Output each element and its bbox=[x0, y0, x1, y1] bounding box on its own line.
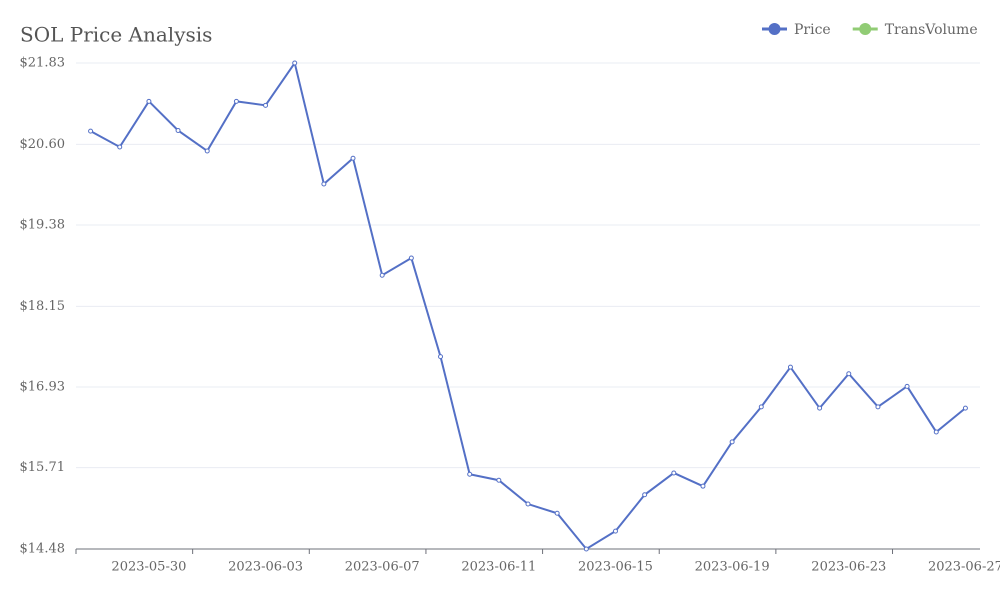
y-tick-label: $19.38 bbox=[20, 218, 66, 233]
data-point bbox=[321, 181, 327, 187]
data-point bbox=[204, 148, 210, 154]
x-tick-label: 2023-06-07 bbox=[345, 560, 420, 575]
y-tick-label: $18.15 bbox=[20, 299, 66, 314]
data-point bbox=[962, 405, 968, 411]
legend-label: TransVolume bbox=[885, 22, 978, 38]
data-point bbox=[379, 272, 385, 278]
data-point bbox=[525, 501, 531, 507]
y-tick-label: $16.93 bbox=[20, 380, 66, 395]
data-point bbox=[292, 60, 298, 66]
data-point bbox=[263, 102, 269, 108]
data-point bbox=[583, 546, 589, 552]
data-point bbox=[467, 471, 473, 477]
legend-item[interactable]: TransVolume bbox=[852, 22, 978, 38]
data-point bbox=[875, 404, 881, 410]
x-tick-label: 2023-06-11 bbox=[461, 560, 536, 575]
data-point bbox=[175, 127, 181, 133]
data-point bbox=[787, 364, 793, 370]
data-point bbox=[408, 255, 414, 261]
data-point bbox=[817, 405, 823, 411]
data-point bbox=[904, 383, 910, 389]
data-point bbox=[671, 470, 677, 476]
data-point bbox=[729, 439, 735, 445]
x-tick-label: 2023-06-15 bbox=[578, 560, 653, 575]
legend-dot bbox=[768, 23, 781, 35]
data-point bbox=[612, 528, 618, 534]
data-point bbox=[88, 128, 94, 134]
data-point bbox=[117, 144, 123, 150]
y-tick-label: $21.83 bbox=[20, 56, 66, 71]
x-tick-label: 2023-06-03 bbox=[228, 560, 303, 575]
data-point bbox=[350, 155, 356, 161]
y-tick-label: $14.48 bbox=[20, 542, 66, 557]
chart-title: SOL Price Analysis bbox=[20, 23, 212, 47]
data-point bbox=[554, 510, 560, 516]
x-tick-label: 2023-06-27 bbox=[928, 560, 1000, 575]
data-point bbox=[496, 477, 502, 483]
x-tick-label: 2023-05-30 bbox=[111, 560, 186, 575]
data-point bbox=[758, 404, 764, 410]
data-point bbox=[933, 429, 939, 435]
y-tick-label: $20.60 bbox=[20, 137, 66, 152]
data-point bbox=[233, 98, 239, 104]
data-point bbox=[146, 98, 152, 104]
y-tick-label: $15.71 bbox=[20, 460, 66, 475]
legend-label: Price bbox=[794, 22, 831, 38]
x-tick-label: 2023-06-19 bbox=[695, 560, 770, 575]
legend-item[interactable]: Price bbox=[762, 22, 831, 38]
data-point bbox=[642, 492, 648, 498]
data-point bbox=[846, 371, 852, 377]
legend-dot bbox=[859, 23, 872, 35]
data-point bbox=[700, 483, 706, 489]
x-tick-label: 2023-06-23 bbox=[811, 560, 886, 575]
data-point bbox=[438, 354, 444, 360]
